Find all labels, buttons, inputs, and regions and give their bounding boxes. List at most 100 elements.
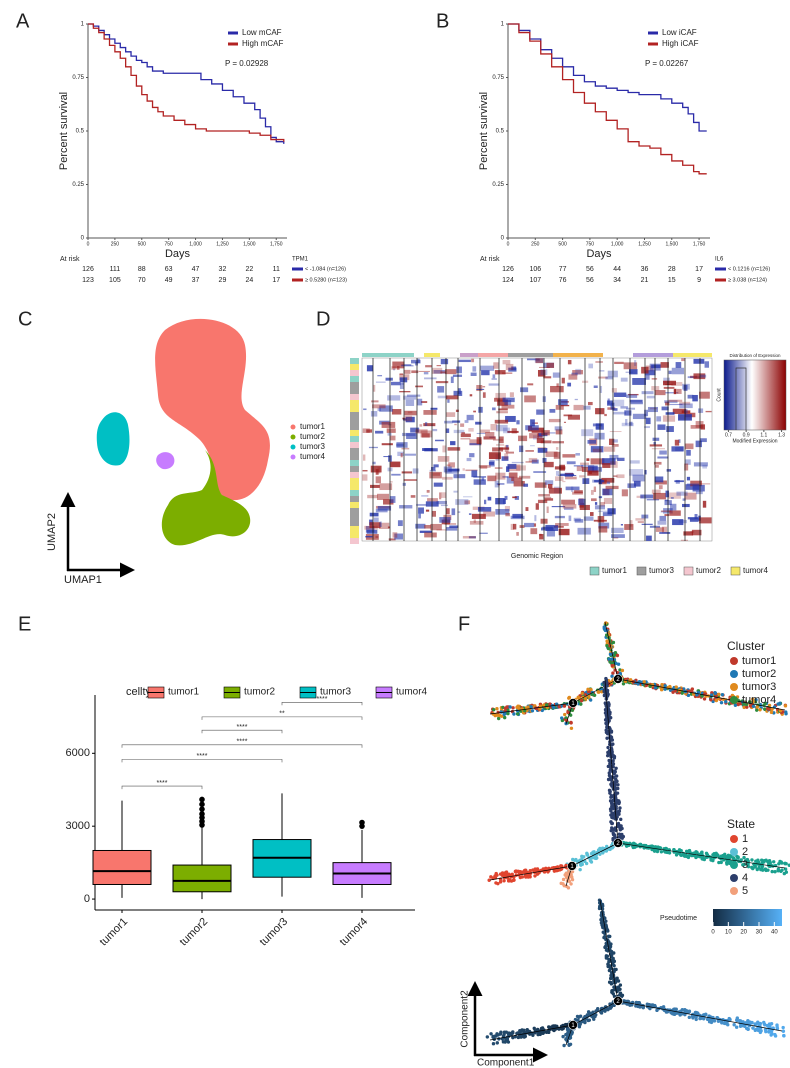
cell-point <box>674 685 678 689</box>
heatmap-cell <box>562 503 577 509</box>
heatmap-cell <box>481 370 490 376</box>
heatmap-cell <box>671 446 684 452</box>
heatmap-cell <box>491 378 497 380</box>
heatmap-cell <box>641 523 653 525</box>
colorbar-tick-label: 20 <box>740 930 747 936</box>
cell-point <box>607 968 612 973</box>
heatmap-cell <box>597 516 605 523</box>
heatmap-cell <box>665 490 669 498</box>
cell-point <box>758 708 762 712</box>
heatmap-cell <box>689 518 699 522</box>
cell-point <box>686 693 691 698</box>
heatmap-cell <box>419 530 433 533</box>
heatmap-cell <box>626 394 638 398</box>
heatmap-cell <box>429 469 436 472</box>
cell-point <box>615 791 620 795</box>
heatmap-cell <box>406 433 418 440</box>
annotation-bar <box>350 478 359 484</box>
heatmap-cell <box>464 420 469 423</box>
risk-count: 123 <box>82 277 94 284</box>
heatmap-cell <box>652 437 660 441</box>
heatmap-cell <box>674 439 680 446</box>
trajectory-edge <box>489 865 573 881</box>
heatmap-cell <box>542 457 547 463</box>
cell-point <box>609 778 613 782</box>
cell-point <box>604 919 608 923</box>
cell-point <box>612 963 616 968</box>
cell-point <box>586 1018 591 1023</box>
annotation-bar <box>350 454 359 460</box>
trajectory-edge <box>617 678 786 711</box>
cell-point <box>770 869 774 874</box>
heatmap-cell <box>670 497 674 499</box>
heatmap-cell <box>610 461 618 468</box>
heatmap-cell <box>399 383 404 389</box>
heatmap-cell <box>544 461 554 468</box>
cell-point <box>562 704 567 708</box>
heatmap-cell <box>507 430 519 433</box>
heatmap-cell <box>532 435 543 440</box>
cell-point <box>614 766 618 770</box>
colorbar-tick-label: 0 <box>711 930 715 936</box>
heatmap-cell <box>628 393 639 396</box>
heatmap-cell <box>646 499 660 501</box>
heatmap-cell <box>552 441 565 444</box>
cell-point <box>663 684 667 688</box>
x-axis-title: Genomic Region <box>511 553 563 560</box>
cell-point <box>766 859 770 864</box>
risk-count: 111 <box>110 266 121 273</box>
cell-point <box>769 710 774 715</box>
trajectory-edge <box>572 678 619 704</box>
key-title: Distribution of Expression <box>729 353 781 358</box>
cell-point <box>762 859 766 863</box>
cell-point <box>616 662 621 666</box>
heatmap-cell <box>657 456 669 459</box>
heatmap-cell <box>506 476 515 484</box>
heatmap-cell <box>594 502 598 505</box>
heatmap-cell <box>671 367 685 375</box>
risk-count: 49 <box>165 277 173 284</box>
cell-point <box>491 708 496 712</box>
heatmap-cell <box>590 458 605 465</box>
annotation-bar <box>350 538 359 544</box>
legend-swatch <box>290 424 296 430</box>
cell-point <box>732 1023 736 1027</box>
heatmap-cell <box>426 489 430 493</box>
cell-point <box>502 879 506 883</box>
cell-point <box>735 1018 739 1022</box>
heatmap-cell <box>511 477 522 482</box>
heatmap-cell <box>657 520 667 525</box>
heatmap-cell <box>592 479 603 483</box>
heatmap-cell <box>476 385 483 392</box>
survival-curve <box>88 23 285 144</box>
heatmap-cell <box>481 477 485 481</box>
cell-point <box>704 1012 708 1017</box>
cell-point <box>605 928 609 932</box>
heatmap-cell <box>699 517 712 524</box>
heatmap-cell <box>611 527 624 534</box>
significance-label: **** <box>197 753 208 760</box>
heatmap-cell <box>511 461 524 464</box>
heatmap-cell <box>452 420 461 423</box>
cell-point <box>589 688 593 692</box>
heatmap-cell <box>505 513 510 517</box>
x-tick-label: 1,250 <box>216 241 229 247</box>
heatmap-cell <box>555 523 569 526</box>
cell-point <box>569 721 573 725</box>
heatmap-cell <box>548 418 561 423</box>
heatmap-cell <box>495 472 506 480</box>
cell-point <box>700 694 704 698</box>
cell-point <box>611 783 615 787</box>
panel-letter: B <box>436 10 449 32</box>
heatmap-cell <box>634 360 637 366</box>
cell-point <box>526 875 530 879</box>
heatmap-cell <box>516 420 520 425</box>
heatmap-cell <box>504 453 509 460</box>
cell-point <box>511 1030 515 1034</box>
heatmap-cell <box>463 496 473 498</box>
heatmap-cell <box>554 426 563 431</box>
cell-point <box>569 726 574 730</box>
risk-count: 24 <box>245 277 253 284</box>
cell-point <box>602 689 606 694</box>
heatmap-cell <box>565 486 580 491</box>
